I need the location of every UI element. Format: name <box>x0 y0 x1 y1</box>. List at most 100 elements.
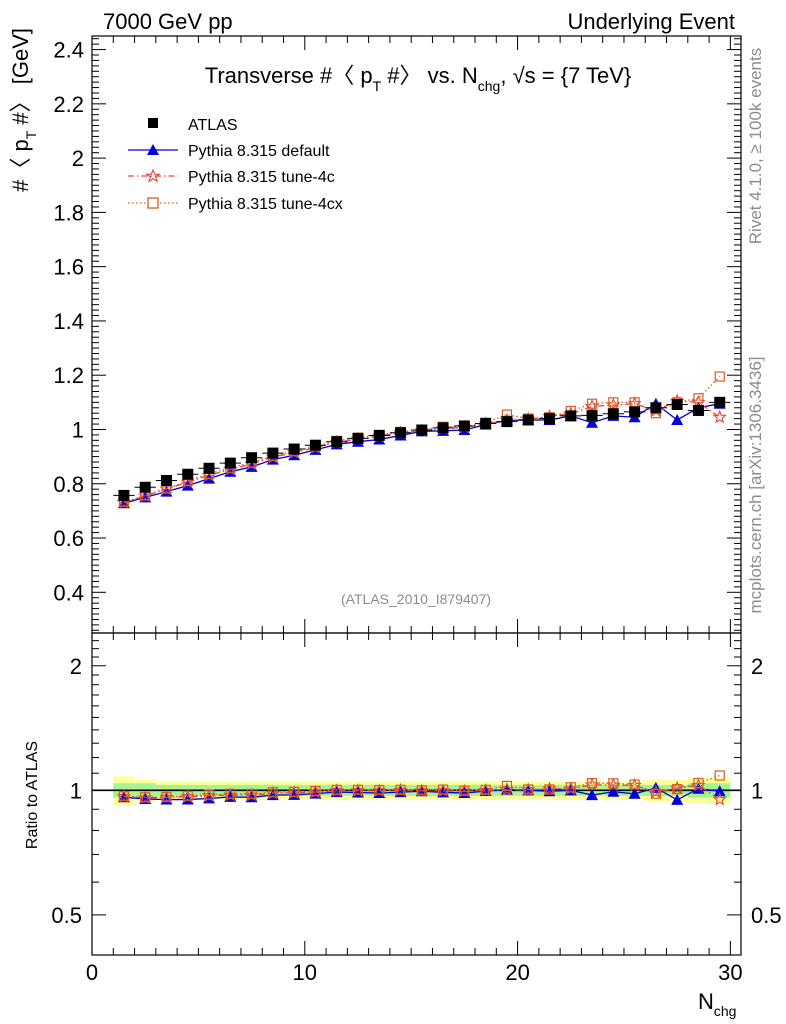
ratio-point-pythia-8-315-tune-4cx <box>459 785 470 796</box>
ratio-point-pythia-8-315-tune-4cx <box>480 784 491 795</box>
ratio-point-pythia-8-315-tune-4cx <box>289 786 300 798</box>
point-pythia-8-315-tune-4c <box>712 409 727 424</box>
series-line-pythia-8-315-tune-4cx <box>123 376 721 503</box>
ratio-point-pythia-8-315-tune-4cx <box>182 790 193 801</box>
legend-label-atlas: ATLAS <box>188 117 238 134</box>
ratio-tick-label-right: 0.5 <box>751 903 782 928</box>
ratio-line-pythia-8-315-tune-4c <box>123 784 721 801</box>
ratio-point-pythia-8-315-default <box>713 785 726 797</box>
point-atlas <box>565 410 577 422</box>
ratio-panel-frame <box>91 632 742 956</box>
y-tick-label: 1.6 <box>53 255 84 280</box>
plot-title: Transverse #〈 pT #〉 vs. Nchg, √s = {7 Te… <box>205 63 632 94</box>
point-atlas <box>458 420 470 432</box>
y-tick-label: 0.6 <box>53 526 84 551</box>
ratio-tick-label: 1 <box>70 778 82 803</box>
axes: 0 10 20 30 0.4 0.6 0.8 1 1.2 1.4 1.6 1.8 2 2.2 2.4 0.5 0… <box>51 35 782 985</box>
point-pythia-8-315-tune-4cx <box>693 393 704 404</box>
x-tick-label: 30 <box>718 960 742 985</box>
legend-label-tune-4c: Pythia 8.315 tune-4c <box>188 169 335 186</box>
ratio-tick-label: 0.5 <box>51 903 82 928</box>
ratio-y-label: Ratio to ATLAS <box>24 741 41 849</box>
ratio-point-pythia-8-315-tune-4cx <box>565 782 576 793</box>
ratio-point-pythia-8-315-tune-4cx <box>672 783 683 795</box>
x-tick-label: 0 <box>86 960 98 985</box>
legend-marker-tune-4c <box>145 168 161 183</box>
ratio-point-pythia-8-315-tune-4cx <box>246 788 257 800</box>
legend: ATLAS Pythia 8.315 default Pythia 8.315 … <box>128 117 343 213</box>
x-tick-label: 10 <box>293 960 317 985</box>
x-axis-label: Nchg <box>698 989 736 1019</box>
ratio-point-pythia-8-315-tune-4cx <box>352 784 364 795</box>
point-atlas <box>395 427 407 439</box>
point-atlas <box>607 408 619 420</box>
ratio-point-pythia-8-315-tune-4cx <box>437 784 449 795</box>
legend-label-tune-4cx: Pythia 8.315 tune-4cx <box>188 196 343 213</box>
ratio-tick-label-right: 1 <box>751 778 763 803</box>
legend-marker-tune-4cx <box>147 197 159 209</box>
y-axis-label: #〈 pT #〉 [GeV] <box>8 28 39 192</box>
ratio-tick-label-right: 2 <box>751 654 763 679</box>
ratio-point-pythia-8-315-tune-4cx <box>225 788 236 799</box>
y-tick-label: 2 <box>72 146 84 171</box>
ratio-point-pythia-8-315-tune-4cx <box>523 784 534 795</box>
ratio-point-pythia-8-315-default <box>671 793 684 805</box>
point-atlas <box>224 457 236 469</box>
ratio-point-pythia-8-315-tune-4c <box>712 791 727 806</box>
legend-label-default: Pythia 8.315 default <box>188 143 330 160</box>
mcplots-label: mcplots.cern.ch [arXiv:1306.3436] <box>746 356 765 613</box>
point-atlas <box>714 396 726 408</box>
point-atlas <box>118 489 130 501</box>
header-left: 7000 GeV pp <box>103 9 233 34</box>
point-atlas <box>437 422 449 434</box>
point-atlas <box>501 416 513 428</box>
point-atlas <box>586 409 598 421</box>
point-atlas <box>288 443 300 455</box>
point-atlas <box>522 414 534 426</box>
point-pythia-8-315-tune-4cx <box>586 398 598 409</box>
y-tick-label: 0.4 <box>53 580 84 605</box>
point-atlas <box>309 439 321 451</box>
x-tick-label: 20 <box>505 960 529 985</box>
point-atlas <box>246 452 258 464</box>
header-right: Underlying Event <box>567 9 735 34</box>
point-pythia-8-315-tune-4cx <box>714 371 725 382</box>
ratio-point-pythia-8-315-tune-4cx <box>693 777 704 789</box>
legend-marker-atlas <box>148 118 158 128</box>
ratio-point-pythia-8-315-tune-4cx <box>416 785 427 796</box>
point-atlas <box>160 474 172 486</box>
point-atlas <box>203 462 215 474</box>
ratio-point-pythia-8-315-tune-4cx <box>140 792 151 803</box>
point-atlas <box>629 406 641 418</box>
ratio-point-pythia-8-315-tune-4cx <box>501 780 513 791</box>
point-atlas <box>416 424 428 436</box>
point-atlas <box>543 413 555 425</box>
ratio-point-pythia-8-315-tune-4cx <box>586 778 598 789</box>
rivet-label: Rivet 4.1.0, ≥ 100k events <box>746 48 765 244</box>
y-tick-label: 1.2 <box>53 363 84 388</box>
ratio-point-pythia-8-315-tune-4cx <box>650 788 661 799</box>
ratio-point-pythia-8-315-default <box>586 789 599 801</box>
ratio-point-pythia-8-315-tune-4cx <box>310 785 321 797</box>
y-tick-label: 2.4 <box>53 38 84 63</box>
point-pythia-8-315-default <box>671 413 684 425</box>
point-pythia-8-315-tune-4cx <box>608 397 619 408</box>
point-atlas <box>692 404 704 416</box>
ratio-point-pythia-8-315-tune-4cx <box>629 779 640 790</box>
point-atlas <box>650 402 662 414</box>
ratio-point-pythia-8-315-tune-4cx <box>161 791 172 803</box>
legend-marker-default <box>147 144 159 155</box>
point-atlas <box>182 468 194 480</box>
y-tick-label: 1 <box>72 417 84 442</box>
ratio-point-pythia-8-315-tune-4cx <box>118 791 130 802</box>
ratio-point-pythia-8-315-tune-4cx <box>544 784 555 795</box>
point-atlas <box>267 447 279 459</box>
point-pythia-8-315-default <box>586 416 599 428</box>
analysis-watermark: (ATLAS_2010_I879407) <box>341 591 491 607</box>
point-atlas <box>671 399 683 411</box>
point-atlas <box>373 429 385 441</box>
point-atlas <box>352 432 364 444</box>
point-atlas <box>139 481 151 493</box>
point-atlas <box>331 436 343 448</box>
